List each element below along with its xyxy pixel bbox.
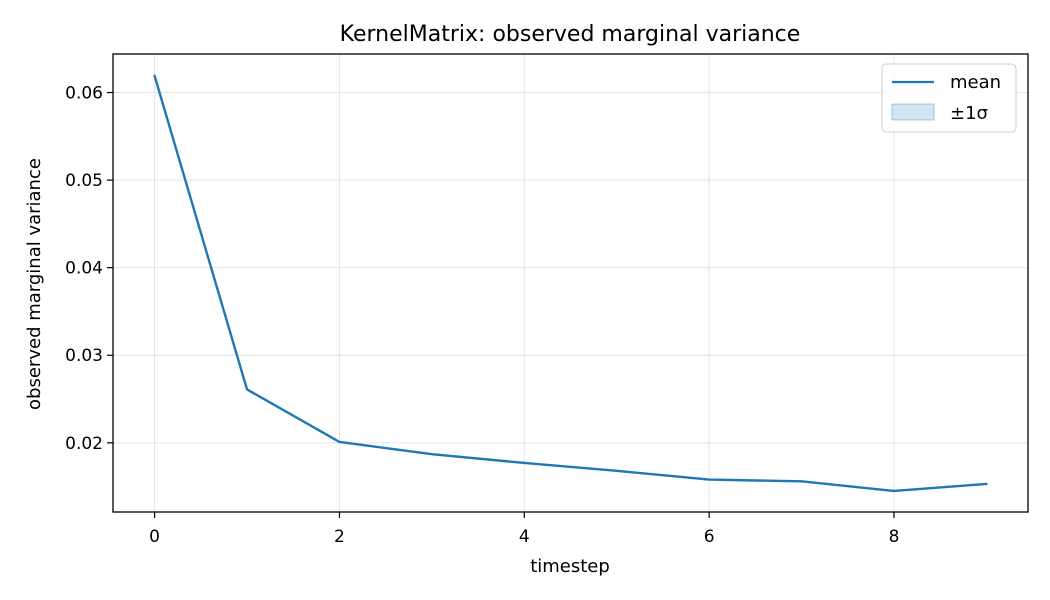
chart-title: KernelMatrix: observed marginal variance — [340, 22, 801, 47]
y-tick-label: 0.05 — [65, 171, 103, 191]
legend-sigma-swatch — [891, 103, 935, 121]
legend: mean ±1σ — [881, 63, 1017, 133]
y-tick-label: 0.02 — [65, 434, 103, 454]
y-tick-label: 0.06 — [65, 84, 103, 104]
series-lines — [153, 74, 988, 493]
x-tick-label: 8 — [889, 527, 900, 547]
y-axis-ticks: 0.02 0.03 0.04 0.05 0.06 — [65, 84, 113, 454]
legend-sigma-label: ±1σ — [950, 103, 988, 124]
y-axis-label: observed marginal variance — [24, 158, 45, 410]
x-tick-label: 4 — [519, 527, 530, 547]
x-axis-ticks: 0 2 4 6 8 — [149, 512, 899, 547]
x-axis-label: timestep — [530, 556, 610, 577]
plot-frame — [112, 53, 1029, 513]
y-tick-label: 0.04 — [65, 259, 103, 279]
x-tick-label: 2 — [334, 527, 345, 547]
x-tick-label: 6 — [704, 527, 715, 547]
y-tick-label: 0.03 — [65, 346, 103, 366]
series-line-mean — [153, 74, 988, 493]
x-tick-label: 0 — [149, 527, 160, 547]
legend-mean-label: mean — [950, 72, 1001, 93]
grid — [113, 54, 1028, 512]
